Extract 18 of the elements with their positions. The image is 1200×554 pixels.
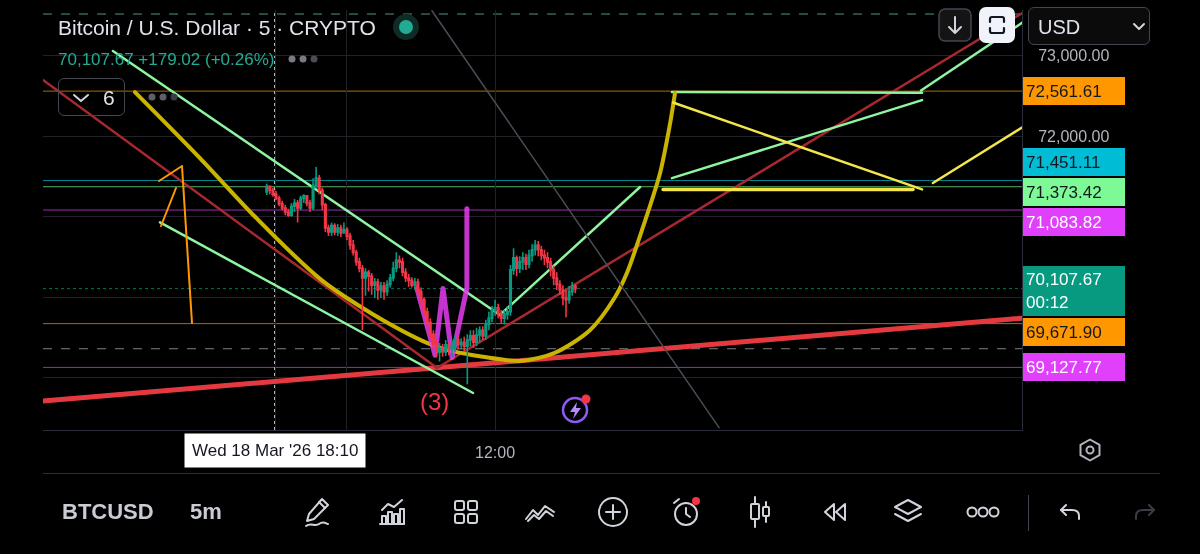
text: 5m bbox=[190, 499, 222, 524]
toggle-button: 6 bbox=[58, 78, 125, 116]
ref-line-label: 71,083.82 bbox=[1026, 212, 1102, 232]
annotation: (3) bbox=[420, 388, 450, 415]
ref-line-label: 70,107.67 00:12 bbox=[1026, 270, 1102, 312]
x-tick-label: 12:00 bbox=[475, 444, 516, 462]
ref-line-label: 71,451.11 bbox=[1026, 152, 1101, 172]
ref-line-label: 72,561.61 bbox=[1026, 81, 1102, 101]
y-tick-label: 73,000.00 bbox=[1038, 47, 1110, 65]
chart-title: Bitcoin / U.S. Dollar · 5 · CRYPTO bbox=[58, 15, 376, 39]
ref-line-label: 69,127.77 bbox=[1026, 357, 1102, 377]
ref-line-label: 69,671.90 bbox=[1026, 322, 1102, 342]
currency-dropdown: USD bbox=[1028, 7, 1150, 45]
y-tick-label: 72,000.00 bbox=[1038, 127, 1110, 145]
text: BTCUSD bbox=[62, 499, 154, 524]
x-tick-label: Wed 18 Mar '26 18:10 bbox=[192, 441, 359, 460]
ref-line-label: 71,373.42 bbox=[1026, 182, 1102, 202]
annotation: 6 bbox=[103, 86, 115, 109]
